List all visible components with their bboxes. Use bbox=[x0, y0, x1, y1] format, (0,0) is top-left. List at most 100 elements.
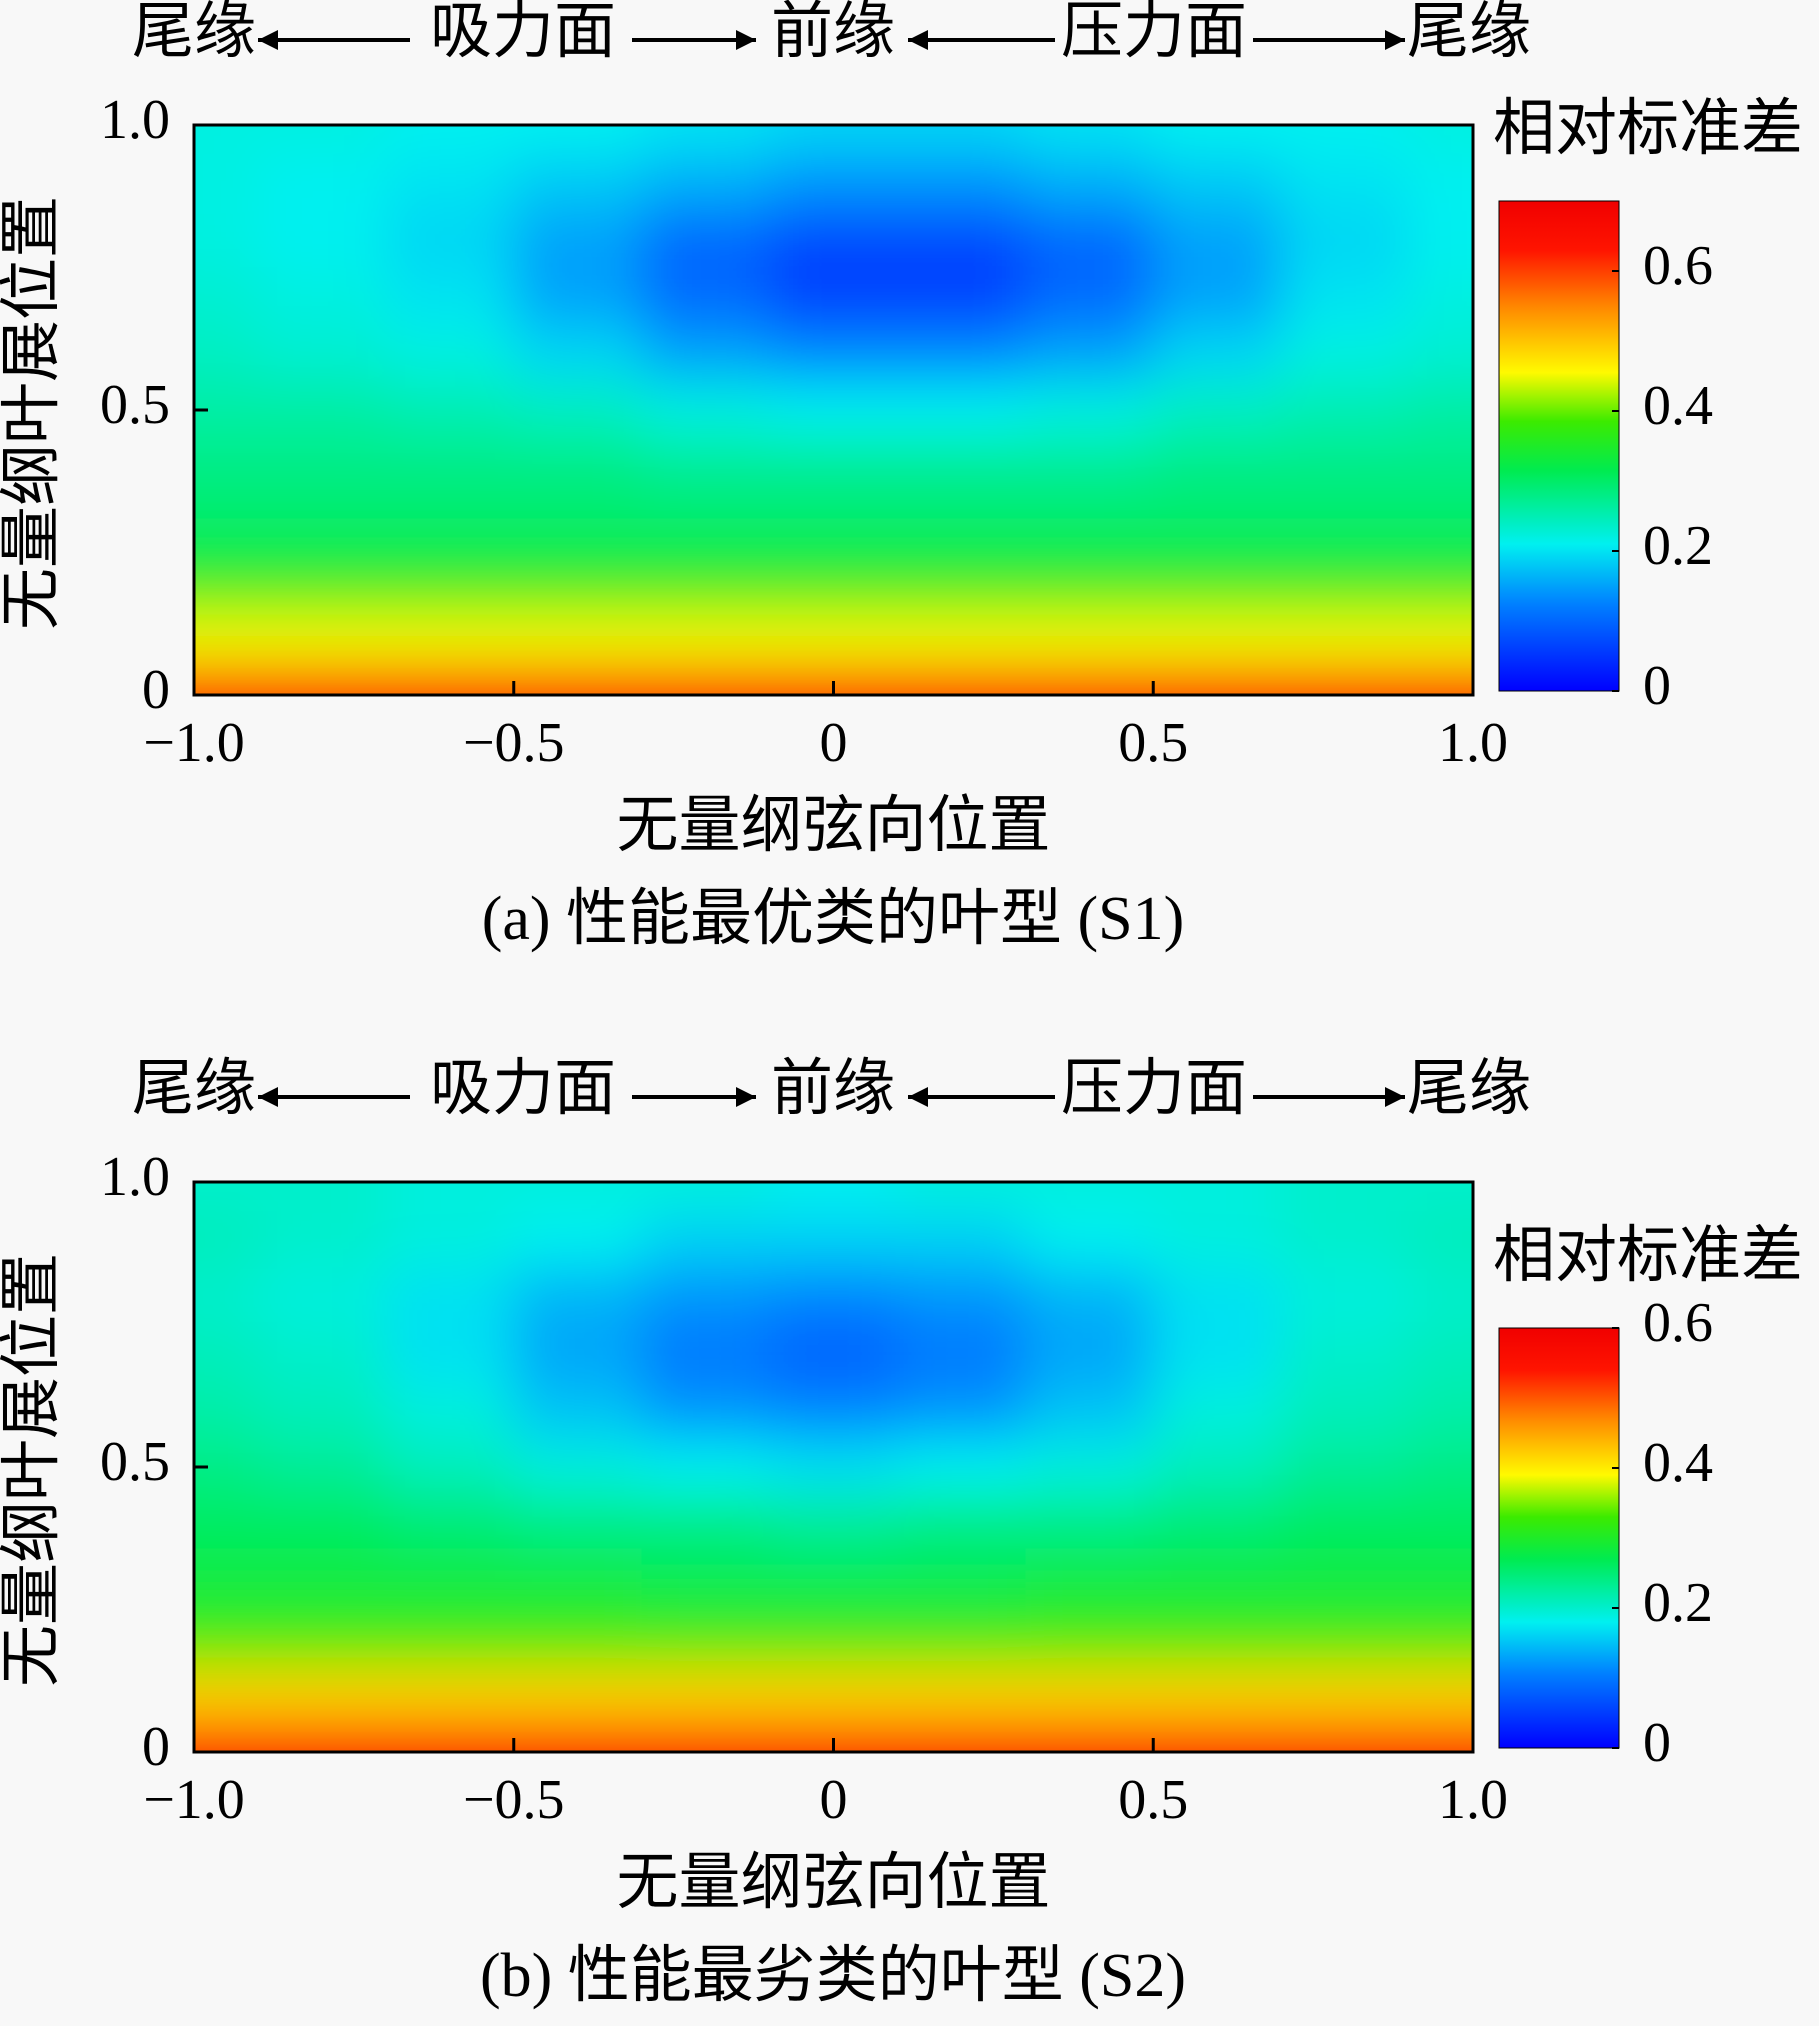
x-tick-label: −1.0 bbox=[143, 712, 245, 774]
heat-cell bbox=[513, 125, 643, 154]
heat-cell bbox=[1281, 125, 1410, 154]
heat-cell bbox=[257, 609, 387, 667]
heat-cell bbox=[1153, 438, 1282, 496]
heat-cell bbox=[194, 1182, 259, 1211]
x-axis-label: 无量纲弦向位置 bbox=[616, 1849, 1050, 1917]
heat-cell bbox=[385, 1324, 515, 1382]
heat-cell bbox=[1281, 153, 1410, 211]
heat-cell bbox=[1153, 267, 1282, 325]
colorbar-tick-label: 0 bbox=[1643, 1712, 1671, 1774]
heat-cell bbox=[1153, 153, 1282, 211]
heat-cell bbox=[513, 1210, 643, 1268]
heat-cell bbox=[769, 1438, 898, 1496]
heat-cell bbox=[385, 1495, 515, 1553]
x-tick-label: 0.5 bbox=[1118, 1769, 1188, 1831]
heat-cell bbox=[513, 1723, 643, 1752]
heat-cell bbox=[194, 1552, 259, 1610]
x-tick-label: 0 bbox=[820, 1769, 848, 1831]
heat-cell bbox=[1281, 1381, 1410, 1439]
heat-cell bbox=[897, 1552, 1026, 1610]
heat-cell bbox=[897, 609, 1026, 667]
heat-cell bbox=[385, 153, 515, 211]
heat-cell bbox=[194, 125, 259, 154]
heat-cell bbox=[194, 552, 259, 610]
heat-cell bbox=[769, 125, 898, 154]
annotation: 吸力面 bbox=[430, 1055, 616, 1123]
heat-cell bbox=[1153, 1210, 1282, 1268]
heat-cell bbox=[1025, 125, 1154, 154]
heat-cell bbox=[194, 1210, 259, 1268]
x-tick-label: 0.5 bbox=[1118, 712, 1188, 774]
y-tick-label: 0 bbox=[142, 659, 170, 721]
heat-cell bbox=[257, 381, 387, 439]
heat-cell bbox=[1409, 381, 1473, 439]
heat-cell bbox=[769, 381, 898, 439]
heat-cell bbox=[641, 153, 771, 211]
heat-cell bbox=[385, 1609, 515, 1667]
heat-cell bbox=[769, 1210, 898, 1268]
heat-cell bbox=[385, 1210, 515, 1268]
heat-cell bbox=[769, 1267, 898, 1325]
heat-cell bbox=[385, 1381, 515, 1439]
heat-cell bbox=[1025, 438, 1154, 496]
heat-cell bbox=[1409, 125, 1473, 154]
heat-cell bbox=[257, 125, 387, 154]
heat-cell bbox=[641, 438, 771, 496]
heat-cell bbox=[641, 1324, 771, 1382]
heat-cell bbox=[194, 1267, 259, 1325]
heat-cell bbox=[257, 1210, 387, 1268]
heat-cell bbox=[769, 438, 898, 496]
heat-cell bbox=[1281, 495, 1410, 553]
heat-cell bbox=[513, 1495, 643, 1553]
colorbar-title: 相对标准差 bbox=[1493, 95, 1803, 163]
heat-cell bbox=[897, 1210, 1026, 1268]
heat-cell bbox=[194, 666, 259, 695]
heat-cell bbox=[513, 153, 643, 211]
heat-cell bbox=[897, 1609, 1026, 1667]
colorbar-title: 相对标准差 bbox=[1493, 1222, 1803, 1290]
heat-cell bbox=[194, 1324, 259, 1382]
heat-cell bbox=[769, 210, 898, 268]
colorbar-tick-label: 0.2 bbox=[1643, 1572, 1713, 1634]
heat-cell bbox=[641, 1267, 771, 1325]
plot-area bbox=[194, 125, 1473, 695]
y-tick-label: 1.0 bbox=[100, 89, 170, 151]
heat-cell bbox=[1025, 153, 1154, 211]
heat-cell bbox=[641, 125, 771, 154]
heat-cell bbox=[897, 1182, 1026, 1211]
colorbar-tick-label: 0.6 bbox=[1643, 1292, 1713, 1354]
heat-cell bbox=[513, 381, 643, 439]
heat-cell bbox=[897, 153, 1026, 211]
heat-cell bbox=[769, 1495, 898, 1553]
heat-cell bbox=[897, 1723, 1026, 1752]
heat-cell bbox=[1281, 552, 1410, 610]
heat-cell bbox=[1409, 1495, 1473, 1553]
heat-cell bbox=[1153, 1182, 1282, 1211]
heat-cell bbox=[1025, 1324, 1154, 1382]
heat-cell bbox=[257, 324, 387, 382]
annotation: 前缘 bbox=[771, 0, 895, 66]
heat-cell bbox=[194, 1381, 259, 1439]
colorbar-tick-label: 0.4 bbox=[1643, 1432, 1713, 1494]
heat-cell bbox=[1153, 552, 1282, 610]
heat-cell bbox=[513, 210, 643, 268]
heat-cell bbox=[1409, 267, 1473, 325]
heat-cell bbox=[1025, 1666, 1154, 1724]
heat-cell bbox=[1281, 1267, 1410, 1325]
heat-cell bbox=[1025, 552, 1154, 610]
heat-cell bbox=[1153, 210, 1282, 268]
heat-cell bbox=[513, 1552, 643, 1610]
panel: 尾缘 吸力面 前缘 压力面 尾缘 −1.0 −0.5 0 0.5 1.0 0 0.5 1.0 无量纲弦向位… bbox=[0, 1055, 1803, 2010]
heat-cell bbox=[641, 609, 771, 667]
heat-cell bbox=[1025, 495, 1154, 553]
heat-cell bbox=[1025, 1267, 1154, 1325]
annotation: 压力面 bbox=[1061, 1055, 1247, 1123]
heat-cell bbox=[1153, 1723, 1282, 1752]
colorbar bbox=[1498, 200, 1620, 692]
heat-cell bbox=[769, 267, 898, 325]
heat-cell bbox=[257, 1438, 387, 1496]
heat-cell bbox=[641, 1495, 771, 1553]
heat-cell bbox=[641, 210, 771, 268]
heat-cell bbox=[194, 1723, 259, 1752]
